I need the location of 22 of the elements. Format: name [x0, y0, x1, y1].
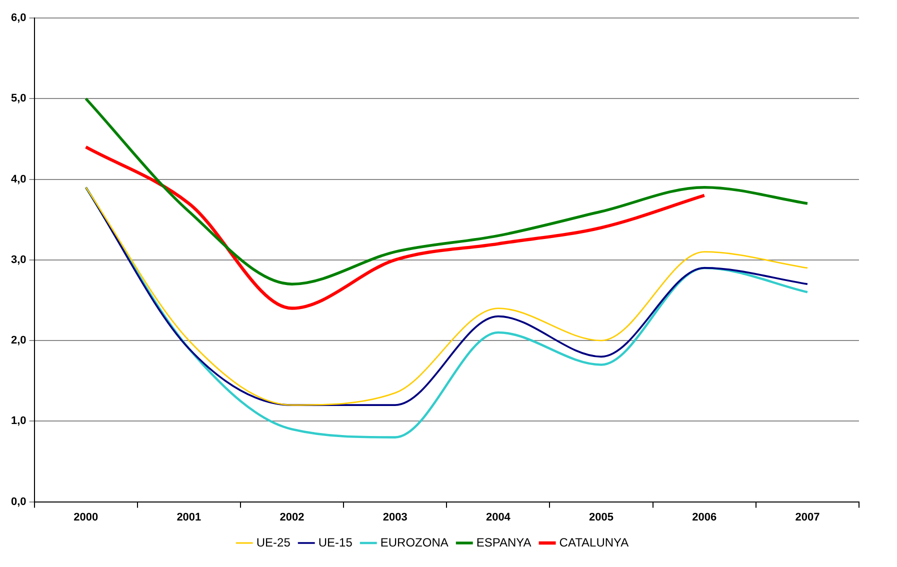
x-tick-label: 2002	[280, 511, 304, 524]
y-tick-label: 3,0	[10, 254, 26, 266]
x-tick-label: 2000	[74, 511, 98, 524]
x-tick-label: 2007	[795, 511, 820, 524]
x-tick-label: 2006	[692, 511, 717, 524]
x-tick-label: 2001	[176, 511, 202, 524]
line-series	[84, 97, 809, 286]
y-tick-label: 5,0	[10, 92, 26, 105]
y-tick-label: 0,0	[10, 496, 26, 508]
x-tick-label: 2004	[486, 511, 512, 524]
legend-label: EUROZONA	[380, 535, 448, 550]
line-series	[84, 145, 706, 310]
legend-label: ESPANYA	[476, 535, 532, 550]
x-tick-label: 2003	[382, 511, 408, 524]
y-tick-label: 2,0	[10, 334, 26, 347]
legend-label: CATALUNYA	[559, 535, 629, 550]
y-tick-label: 4,0	[10, 173, 26, 186]
y-tick-label: 1,0	[10, 415, 26, 428]
x-tick-label: 2005	[589, 511, 614, 524]
y-tick-label: 6,0	[10, 12, 26, 24]
legend-label: UE-15	[318, 535, 353, 550]
legend-label: UE-25	[256, 535, 291, 550]
